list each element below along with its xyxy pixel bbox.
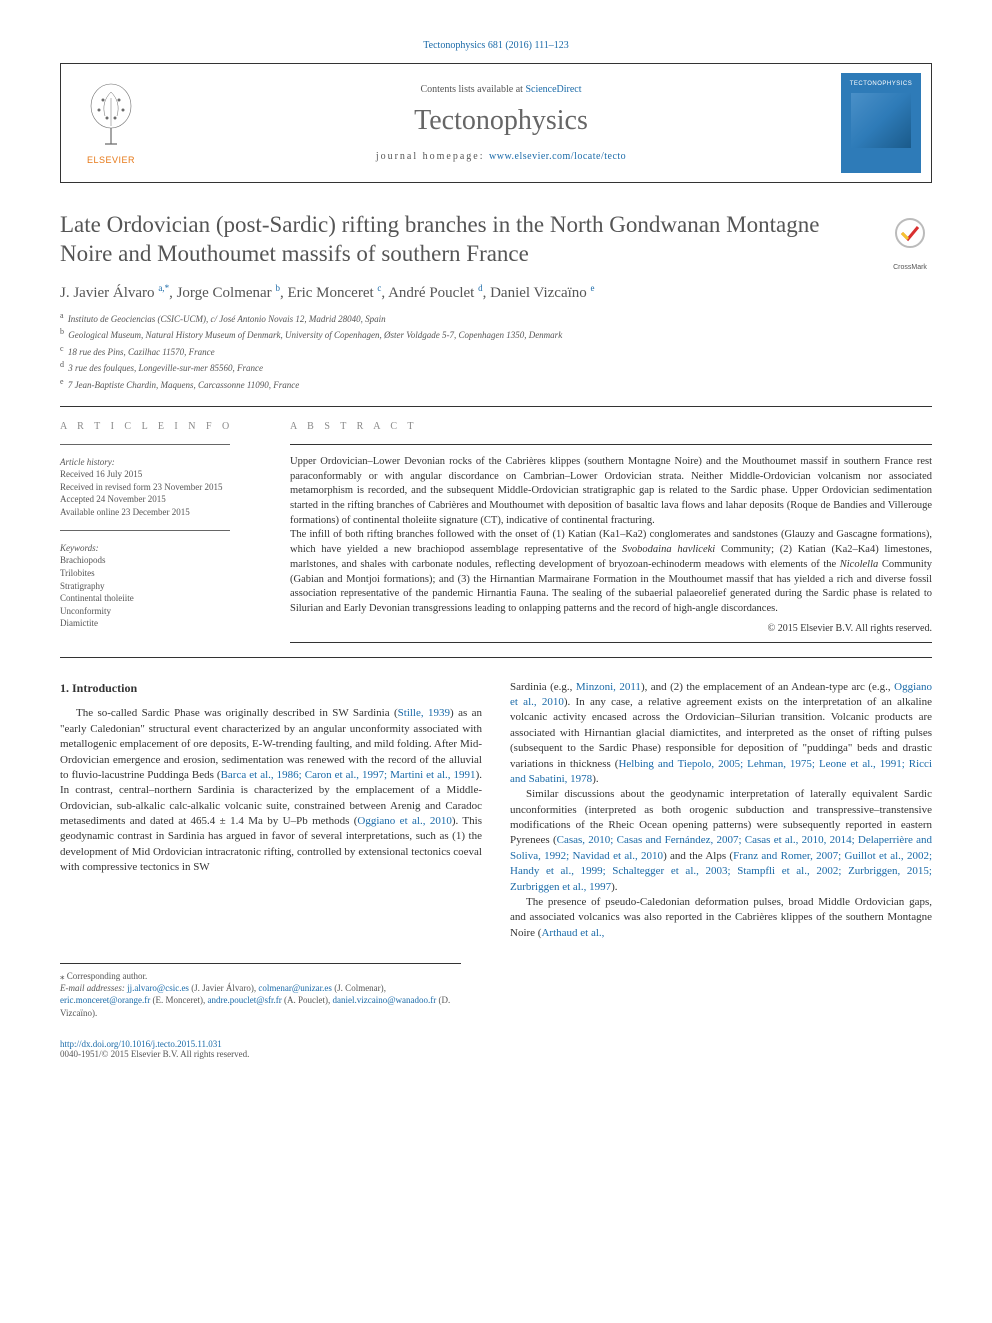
aff-link[interactable]: b [275, 285, 280, 301]
body-column-left: 1. Introduction The so-called Sardic Pha… [60, 680, 482, 942]
doi-link[interactable]: http://dx.doi.org/10.1016/j.tecto.2015.1… [60, 1039, 222, 1049]
journal-homepage-link[interactable]: www.elsevier.com/locate/tecto [489, 151, 626, 162]
header-center: Contents lists available at ScienceDirec… [161, 84, 841, 162]
crossmark-icon [888, 215, 932, 259]
aff-link[interactable]: e [591, 285, 595, 301]
aff-link[interactable]: c [377, 285, 381, 301]
email-link[interactable]: andre.pouclet@sfr.fr [207, 995, 281, 1005]
history-line: Received 16 July 2015 [60, 468, 266, 481]
citation-link[interactable]: Oggiano et al., 2010 [357, 815, 451, 827]
affiliation: c 18 rue des Pins, Cazilhac 11570, Franc… [60, 343, 932, 360]
keyword: Continental tholeiite [60, 592, 266, 605]
abstract-p2: The infill of both rifting branches foll… [290, 528, 932, 616]
authors-line: J. Javier Álvaro a,*, Jorge Colmenar b, … [60, 283, 932, 302]
author: J. Javier Álvaro a,* [60, 285, 169, 301]
abstract-bottom-divider [290, 642, 932, 643]
email-addresses: E-mail addresses: jj.alvaro@csic.es (J. … [60, 982, 461, 1018]
article-info: A R T I C L E I N F O Article history: R… [60, 421, 290, 643]
crossmark-badge[interactable]: CrossMark [888, 215, 932, 259]
keyword: Stratigraphy [60, 580, 266, 593]
contents-line: Contents lists available at ScienceDirec… [161, 84, 841, 95]
journal-cover: TECTONOPHYSICS [841, 73, 921, 173]
abstract-label: A B S T R A C T [290, 421, 932, 432]
footnotes: ⁎ Corresponding author. E-mail addresses… [60, 963, 461, 1019]
cover-thumbnail [851, 93, 911, 148]
info-divider [60, 444, 230, 445]
history-label: Article history: [60, 457, 266, 467]
body-paragraph: Sardinia (e.g., Minzoni, 2011), and (2) … [510, 680, 932, 788]
body-columns: 1. Introduction The so-called Sardic Pha… [60, 680, 932, 942]
journal-reference: Tectonophysics 681 (2016) 111–123 [60, 40, 932, 51]
corr-link[interactable]: * [165, 285, 170, 301]
abstract-p1: Upper Ordovician–Lower Devonian rocks of… [290, 455, 932, 528]
citation-link[interactable]: Arthaud et al., [541, 927, 604, 939]
keyword: Brachiopods [60, 554, 266, 567]
body-paragraph: The presence of pseudo-Caledonian deform… [510, 895, 932, 941]
article-info-label: A R T I C L E I N F O [60, 421, 266, 432]
body-column-right: Sardinia (e.g., Minzoni, 2011), and (2) … [510, 680, 932, 942]
email-link[interactable]: eric.monceret@orange.fr [60, 995, 150, 1005]
citation-link[interactable]: Stille, 1939 [398, 707, 450, 719]
affiliations: a Instituto de Geociencias (CSIC-UCM), c… [60, 310, 932, 393]
journal-name: Tectonophysics [161, 105, 841, 137]
author: Daniel Vizcaïno e [490, 285, 594, 301]
email-link[interactable]: daniel.vizcaino@wanadoo.fr [333, 995, 437, 1005]
elsevier-logo: ELSEVIER [61, 64, 161, 182]
body-paragraph: Similar discussions about the geodynamic… [510, 787, 932, 895]
keyword: Diamictite [60, 617, 266, 630]
corresponding-author-note: ⁎ Corresponding author. [60, 970, 461, 982]
history-line: Received in revised form 23 November 201… [60, 481, 266, 494]
journal-homepage-line: journal homepage: www.elsevier.com/locat… [161, 151, 841, 162]
affiliation: d 3 rue des foulques, Longeville-sur-mer… [60, 359, 932, 376]
info-divider [60, 530, 230, 531]
section-divider [60, 406, 932, 407]
email-link[interactable]: colmenar@unizar.es [258, 983, 332, 993]
journal-ref-link[interactable]: Tectonophysics 681 (2016) 111–123 [423, 40, 569, 51]
keywords-label: Keywords: [60, 543, 266, 553]
issn-copyright: 0040-1951/© 2015 Elsevier B.V. All right… [60, 1049, 249, 1059]
elsevier-tree-icon [83, 82, 139, 152]
introduction-heading: 1. Introduction [60, 680, 482, 697]
author: Eric Monceret c [287, 285, 381, 301]
abstract: A B S T R A C T Upper Ordovician–Lower D… [290, 421, 932, 643]
history-line: Accepted 24 November 2015 [60, 493, 266, 506]
page-footer: http://dx.doi.org/10.1016/j.tecto.2015.1… [60, 1039, 932, 1059]
elsevier-wordmark: ELSEVIER [87, 155, 135, 165]
citation-link[interactable]: Minzoni, 2011 [576, 681, 641, 693]
keyword: Unconformity [60, 605, 266, 618]
affiliation: b Geological Museum, Natural History Mus… [60, 326, 932, 343]
aff-link[interactable]: d [478, 285, 483, 301]
author: Jorge Colmenar b [177, 285, 280, 301]
citation-link[interactable]: Barca et al., 1986; Caron et al., 1997; … [221, 769, 476, 781]
affiliation: a Instituto de Geociencias (CSIC-UCM), c… [60, 310, 932, 327]
history-line: Available online 23 December 2015 [60, 506, 266, 519]
journal-header-box: ELSEVIER Contents lists available at Sci… [60, 63, 932, 183]
author: André Pouclet d [388, 285, 482, 301]
keyword: Trilobites [60, 567, 266, 580]
section-divider [60, 657, 932, 658]
email-link[interactable]: jj.alvaro@csic.es [127, 983, 189, 993]
sciencedirect-link[interactable]: ScienceDirect [525, 84, 581, 95]
affiliation: e 7 Jean-Baptiste Chardin, Maquens, Carc… [60, 376, 932, 393]
body-paragraph: The so-called Sardic Phase was originall… [60, 706, 482, 875]
abstract-copyright: © 2015 Elsevier B.V. All rights reserved… [290, 623, 932, 634]
abstract-divider [290, 444, 932, 445]
cover-label: TECTONOPHYSICS [850, 81, 913, 87]
article-title: Late Ordovician (post-Sardic) rifting br… [60, 211, 870, 269]
